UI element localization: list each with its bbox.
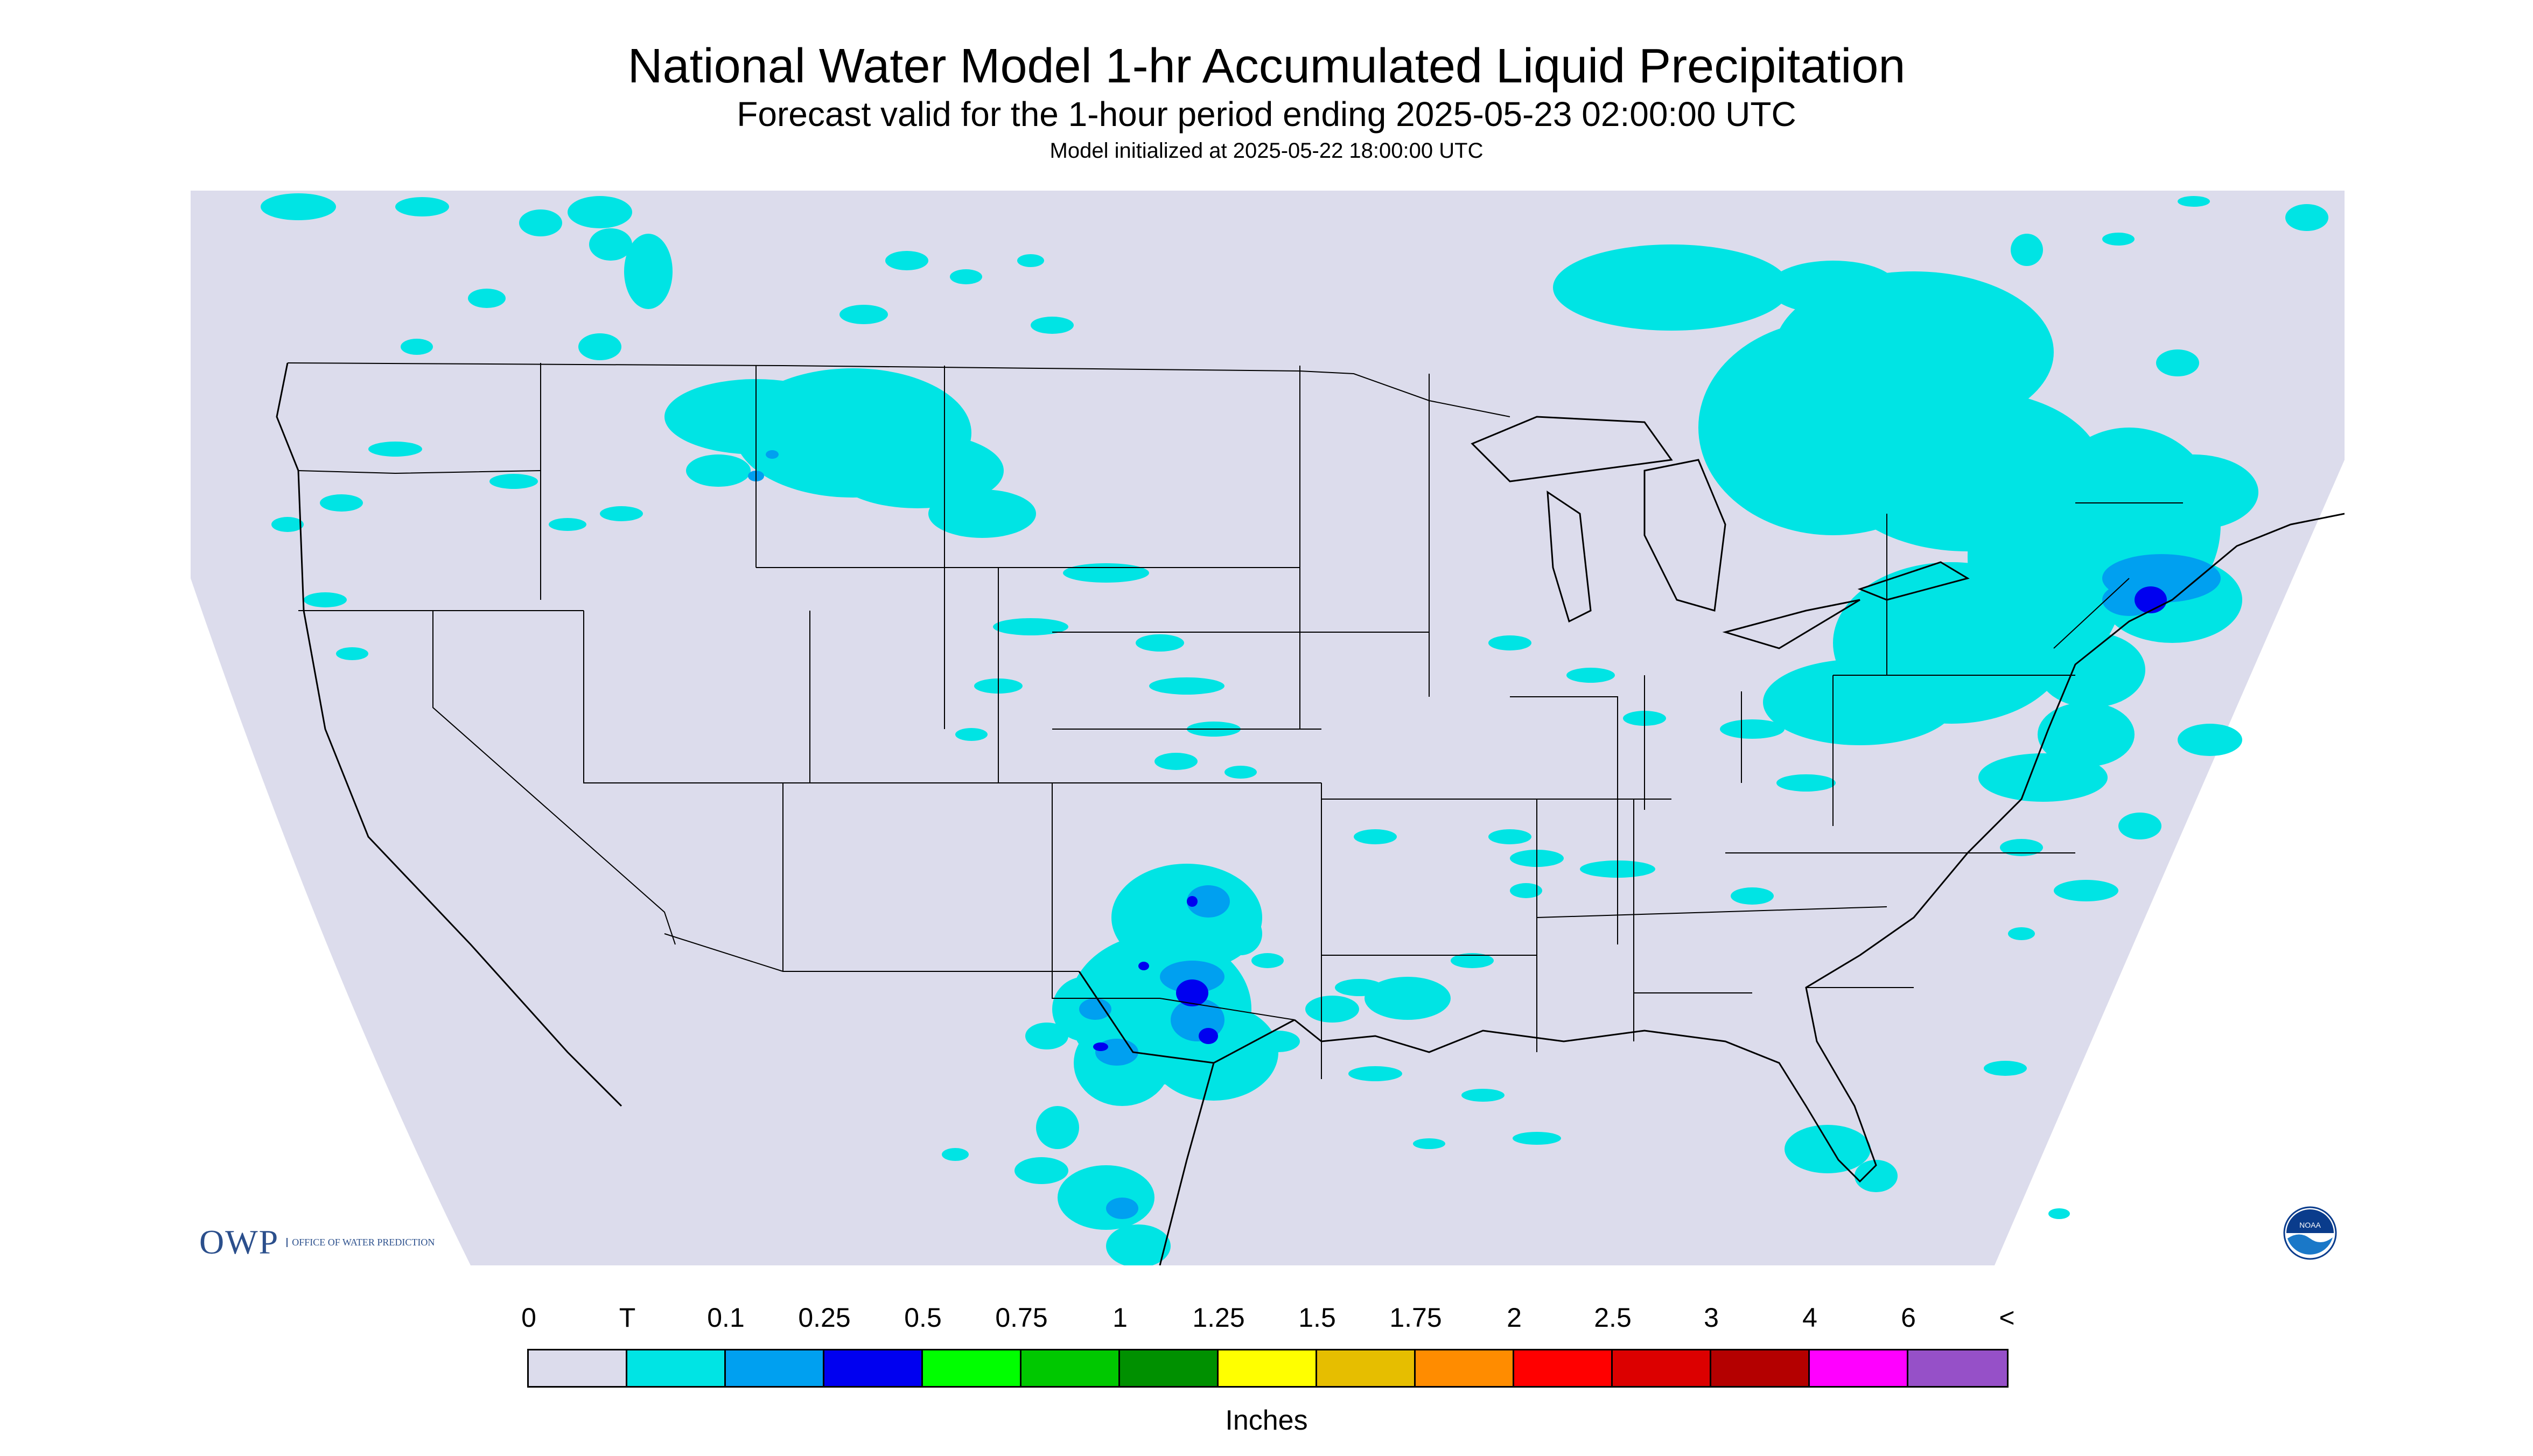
legend-swatch xyxy=(726,1350,824,1386)
legend-label: 0.5 xyxy=(904,1303,942,1333)
legend-label: 2.5 xyxy=(1594,1303,1632,1333)
legend-swatch xyxy=(1514,1350,1613,1386)
legend-colorbar xyxy=(527,1349,2009,1388)
legend-swatch xyxy=(1613,1350,1711,1386)
legend-label: 4 xyxy=(1802,1303,1817,1333)
legend-units: Inches xyxy=(1225,1405,1308,1436)
legend-swatch xyxy=(1219,1350,1317,1386)
legend-label: 3 xyxy=(1704,1303,1719,1333)
legend-swatch xyxy=(824,1350,923,1386)
legend-label: 6 xyxy=(1901,1303,1916,1333)
legend-label: 1.5 xyxy=(1298,1303,1336,1333)
noaa-text: NOAA xyxy=(2299,1221,2321,1229)
legend-swatch xyxy=(923,1350,1021,1386)
legend-label: < xyxy=(1999,1303,2015,1333)
owp-mark: OWP xyxy=(199,1223,279,1261)
legend-label: 1.25 xyxy=(1192,1303,1245,1333)
legend-swatch xyxy=(627,1350,726,1386)
legend-label: 0 xyxy=(521,1303,536,1333)
legend-label: 1.75 xyxy=(1389,1303,1442,1333)
legend-swatch xyxy=(1810,1350,1908,1386)
legend-swatch xyxy=(1416,1350,1514,1386)
noaa-logo-icon: NOAA xyxy=(2283,1206,2337,1260)
page-title: National Water Model 1-hr Accumulated Li… xyxy=(627,39,1906,93)
legend-swatch xyxy=(1711,1350,1810,1386)
state-boundaries xyxy=(287,362,2183,1079)
legend-label: T xyxy=(619,1303,636,1333)
legend-swatch xyxy=(1908,1350,2007,1386)
legend-labels: 0 T 0.1 0.25 0.5 0.75 1 1.25 1.5 1.75 2 2.5 3 4 6 < xyxy=(0,1302,2533,1334)
coastlines xyxy=(276,362,2345,1265)
owp-text: OFFICE OF WATER PREDICTION xyxy=(286,1237,435,1247)
legend-swatch xyxy=(1120,1350,1219,1386)
legend-swatch xyxy=(1021,1350,1120,1386)
legend-label: 1 xyxy=(1112,1303,1128,1333)
legend-label: 0.25 xyxy=(798,1303,851,1333)
legend-label: 0.1 xyxy=(707,1303,745,1333)
owp-logo: OWP OFFICE OF WATER PREDICTION xyxy=(199,1222,435,1262)
legend-swatch xyxy=(1317,1350,1416,1386)
legend-label: 0.75 xyxy=(995,1303,1048,1333)
legend-label: 2 xyxy=(1507,1303,1522,1333)
legend-swatch xyxy=(529,1350,627,1386)
precip-0-1-areas xyxy=(748,450,2221,1219)
forecast-valid-subtitle: Forecast valid for the 1-hour period end… xyxy=(737,95,1796,134)
precipitation-map xyxy=(191,191,2345,1265)
model-init-line: Model initialized at 2025-05-22 18:00:00… xyxy=(1049,139,1484,163)
